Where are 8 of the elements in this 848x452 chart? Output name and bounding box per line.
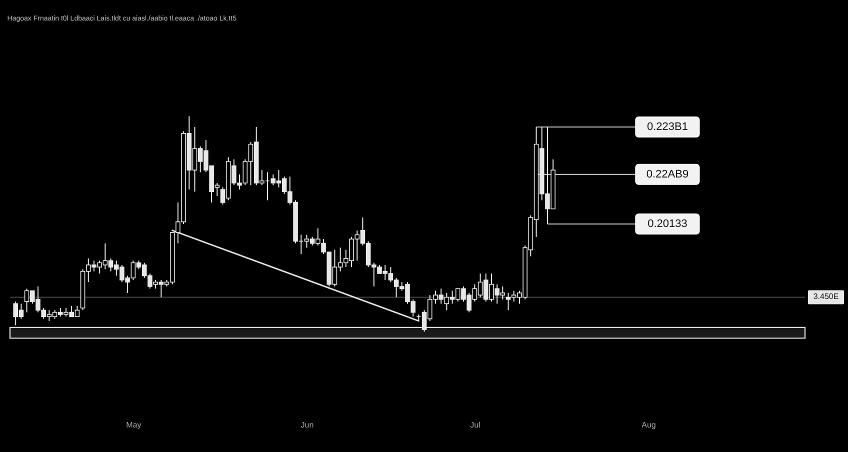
x-tick-label: May [126, 420, 142, 430]
x-tick-label: Jul [470, 420, 481, 430]
annotation: 0.20133 [648, 218, 688, 230]
x-tick-label: Jun [300, 420, 314, 430]
annotation: 0.22AB9 [646, 168, 689, 180]
ref-line-label: 3.450E [813, 292, 839, 302]
x-tick-label: Aug [642, 420, 656, 430]
annotation: 0.223B1 [646, 120, 688, 133]
